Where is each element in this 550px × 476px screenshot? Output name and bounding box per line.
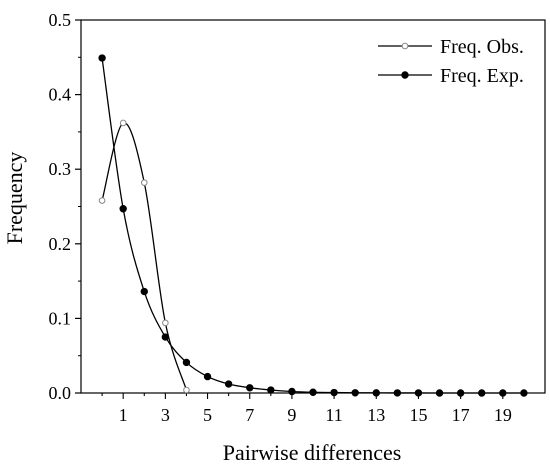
data-point <box>162 319 169 327</box>
y-tick-label: 0.0 <box>49 383 72 403</box>
data-point <box>203 372 212 381</box>
data-point <box>414 389 423 397</box>
data-point <box>98 197 106 204</box>
data-point <box>499 389 507 397</box>
x-tick-label: 9 <box>287 405 296 425</box>
legend-label: Freq. Exp. <box>440 65 524 87</box>
data-point <box>183 386 190 394</box>
y-tick-label: 0.3 <box>49 159 72 179</box>
data-point <box>140 287 148 296</box>
data-point <box>224 380 233 388</box>
data-point <box>372 389 380 397</box>
x-tick-label: 11 <box>325 405 342 425</box>
data-point <box>478 389 486 397</box>
series-2 <box>98 54 528 397</box>
y-tick-label: 0.5 <box>49 10 72 30</box>
y-axis-label: Frequency <box>2 152 27 245</box>
x-tick-label: 13 <box>367 405 385 425</box>
legend-marker <box>401 42 409 50</box>
x-tick-label: 3 <box>161 405 170 425</box>
series-layer <box>98 54 528 397</box>
legend-marker <box>401 71 409 79</box>
data-point <box>309 388 317 396</box>
data-point <box>182 358 191 367</box>
x-tick-label: 19 <box>494 405 512 425</box>
legend-label: Freq. Obs. <box>440 36 524 58</box>
y-tick-label: 0.4 <box>49 85 72 105</box>
data-point <box>435 389 444 397</box>
x-tick-label: 7 <box>245 405 254 425</box>
data-point <box>393 389 402 397</box>
x-tick-label: 17 <box>452 405 470 425</box>
x-tick-label: 15 <box>409 405 427 425</box>
data-point <box>351 389 359 397</box>
x-tick-label: 5 <box>203 405 212 425</box>
data-point <box>98 54 106 62</box>
y-tick-label: 0.2 <box>49 234 72 254</box>
data-point <box>119 205 127 213</box>
data-point <box>520 389 528 397</box>
data-point <box>119 119 127 127</box>
data-point <box>246 384 254 392</box>
data-point <box>161 333 170 341</box>
series-line <box>101 57 524 394</box>
data-point <box>140 179 148 186</box>
data-point <box>267 386 275 394</box>
legend: Freq. Obs. Freq. Exp. <box>378 36 524 87</box>
y-tick-label: 0.1 <box>49 308 72 328</box>
x-axis-label: Pairwise differences <box>223 440 402 465</box>
data-point <box>288 387 296 396</box>
data-point <box>330 388 338 397</box>
data-point <box>456 389 465 397</box>
x-tick-label: 1 <box>119 405 128 425</box>
